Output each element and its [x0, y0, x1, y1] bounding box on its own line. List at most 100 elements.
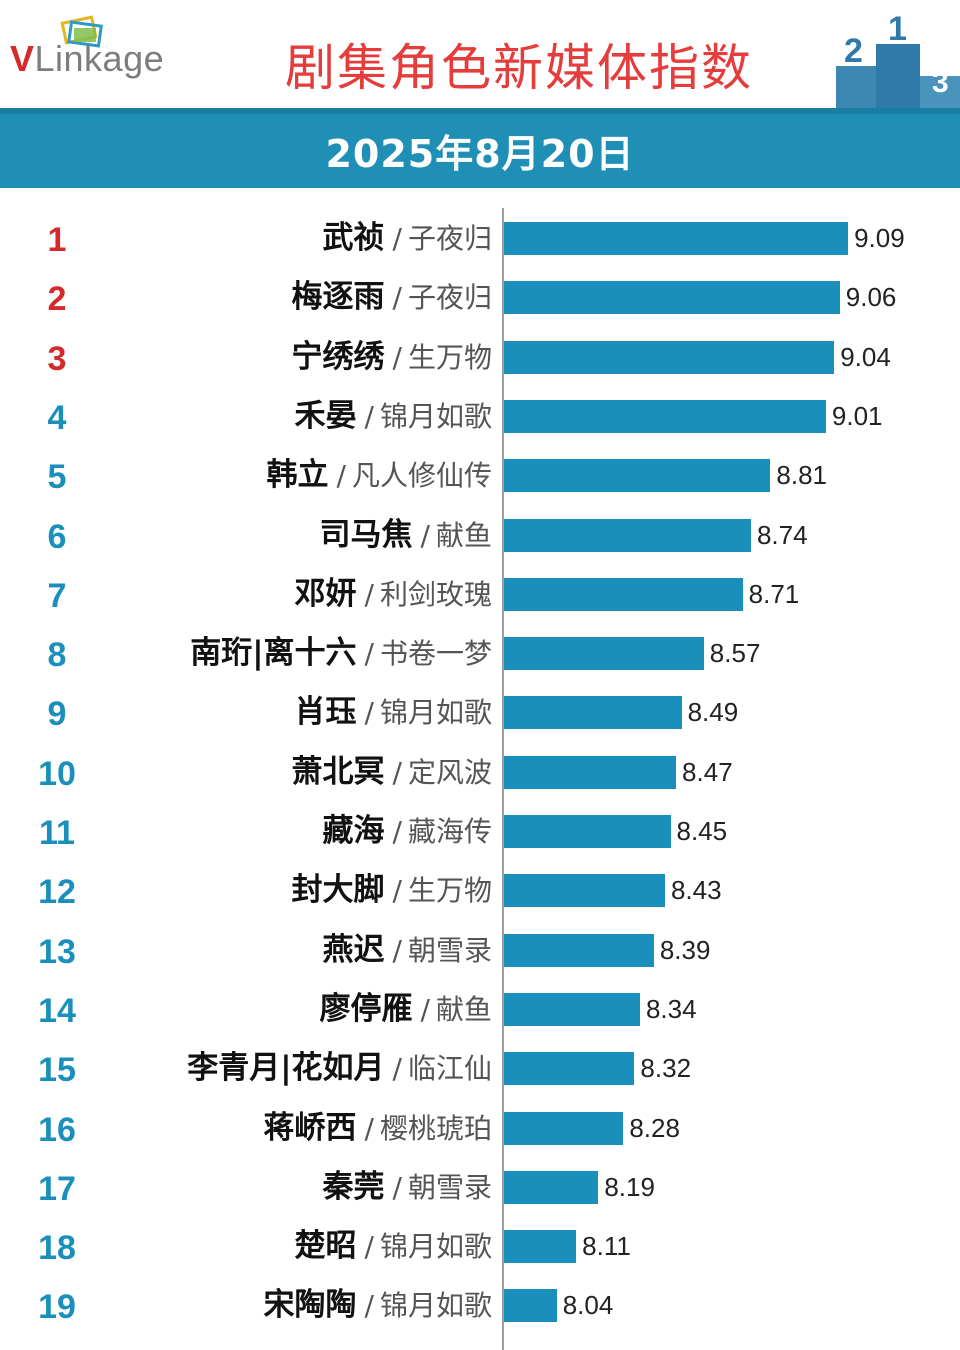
separator: /: [364, 1111, 374, 1145]
character-name: 武祯: [322, 220, 385, 256]
drama-title: 朝雪录: [407, 1170, 492, 1204]
value-label: 8.45: [676, 816, 728, 846]
value-label: 8.34: [645, 993, 697, 1024]
value-label: 8.81: [776, 460, 827, 491]
rank-label: 7: [47, 576, 67, 615]
separator: /: [392, 1052, 402, 1086]
podium-label-3: 3: [932, 66, 949, 99]
value-label: 8.71: [748, 578, 800, 609]
rank-label: 15: [38, 1051, 76, 1090]
chart-row: 10 萧北冥 / 定风波 8.47: [0, 742, 960, 801]
value-label: 9.06: [845, 282, 897, 313]
drama-title: 朝雪录: [407, 933, 492, 967]
chart-row: 12 封大脚 / 生万物 8.43: [0, 860, 960, 919]
rank-label: 9: [47, 695, 67, 734]
drama-title: 凡人修仙传: [351, 459, 492, 493]
brand-logo: VLinkage: [10, 38, 165, 79]
character-name: 秦莞: [322, 1168, 385, 1205]
drama-title: 锦月如歌: [379, 1289, 492, 1323]
rank-label: 13: [38, 932, 76, 971]
category-label: 封大脚 / 生万物: [292, 872, 492, 913]
bar: [504, 459, 771, 493]
rank-label: 14: [38, 991, 76, 1030]
category-label: 梅逐雨 / 子夜归: [292, 279, 492, 320]
header: VLinkage 剧集角色新媒体指数 2 1 3: [0, 0, 960, 108]
separator: /: [364, 1289, 374, 1323]
separator: /: [364, 696, 374, 730]
chart-row: 9 肖珏 / 锦月如歌 8.49: [0, 682, 960, 741]
separator: /: [336, 459, 346, 493]
rank-label: 8: [47, 636, 67, 675]
value-label: 8.39: [659, 934, 711, 965]
rank-label: 16: [38, 1110, 76, 1149]
podium-label-1: 1: [888, 14, 907, 48]
value-label: 8.04: [562, 1290, 614, 1321]
category-label: 楚昭 / 锦月如歌: [295, 1228, 492, 1269]
character-name: 藏海: [322, 813, 385, 849]
separator: /: [364, 1230, 374, 1264]
value-label: 8.49: [687, 697, 739, 728]
chart-row: 16 蒋峤西 / 樱桃琥珀 8.28: [0, 1098, 960, 1157]
rank-label: 6: [47, 517, 67, 556]
character-name: 萧北冥: [291, 753, 385, 790]
chart-row: 2 梅逐雨 / 子夜归 9.06: [0, 267, 960, 326]
drama-title: 利剑玫瑰: [379, 577, 492, 611]
chart-row: 14 廖停雁 / 献鱼 8.34: [0, 979, 960, 1038]
separator: /: [392, 933, 402, 967]
separator: /: [420, 992, 430, 1026]
page-title: 剧集角色新媒体指数: [285, 39, 753, 97]
separator: /: [392, 281, 402, 315]
character-name: 肖珏: [294, 694, 357, 731]
bar: [504, 1230, 577, 1264]
rank-label: 19: [38, 1288, 76, 1327]
bar: [504, 1111, 624, 1145]
category-label: 肖珏 / 锦月如歌: [295, 694, 492, 735]
rank-label: 5: [47, 458, 67, 497]
drama-title: 锦月如歌: [379, 399, 492, 433]
drama-title: 定风波: [407, 755, 492, 789]
category-label: 蒋峤西 / 樱桃琥珀: [264, 1110, 492, 1151]
rank-label: 10: [38, 754, 76, 793]
chart-row: 13 燕迟 / 朝雪录 8.39: [0, 920, 960, 979]
value-label: 8.74: [756, 519, 808, 550]
value-label: 9.01: [831, 400, 883, 431]
category-label: 邓妍 / 利剑玫瑰: [295, 576, 492, 617]
character-name: 李青月|花如月: [187, 1050, 385, 1087]
bar: [504, 755, 677, 789]
drama-title: 生万物: [407, 340, 492, 374]
rank-label: 3: [47, 339, 67, 378]
bar: [504, 281, 840, 315]
category-label: 秦莞 / 朝雪录: [323, 1169, 492, 1210]
chart-row: 5 韩立 / 凡人修仙传 8.81: [0, 445, 960, 504]
chart-row: 3 宁绣绣 / 生万物 9.04: [0, 327, 960, 386]
chart-row: 6 司马焦 / 献鱼 8.74: [0, 505, 960, 564]
separator: /: [364, 577, 374, 611]
bar: [504, 518, 751, 552]
character-name: 蒋峤西: [263, 1109, 357, 1146]
bar: [504, 399, 826, 433]
rank-label: 18: [38, 1229, 76, 1268]
rank-label: 2: [47, 280, 67, 319]
value-label: 8.19: [604, 1171, 655, 1202]
bar: [504, 1289, 557, 1323]
bar: [504, 1170, 599, 1204]
chart-row: 18 楚昭 / 锦月如歌 8.11: [0, 1216, 960, 1275]
bar: [504, 992, 640, 1026]
separator: /: [364, 637, 374, 671]
bar: [504, 933, 654, 967]
category-label: 南珩|离十六 / 书卷一梦: [190, 635, 492, 676]
podium-label-2: 2: [844, 32, 863, 70]
value-label: 9.04: [840, 341, 891, 372]
date-label: 2025年8月20日: [325, 132, 635, 176]
bar: [504, 815, 671, 848]
axis-line: [502, 208, 504, 1350]
category-label: 李青月|花如月 / 临江仙: [187, 1050, 492, 1091]
bar: [504, 696, 682, 730]
category-label: 司马焦 / 献鱼: [320, 517, 492, 558]
category-label: 燕迟 / 朝雪录: [323, 932, 492, 973]
value-label: 9.09: [854, 223, 905, 253]
value-label: 8.32: [640, 1053, 692, 1084]
chart-row: 7 邓妍 / 利剑玫瑰 8.71: [0, 564, 960, 623]
category-label: 宋陶陶 / 锦月如歌: [264, 1287, 492, 1328]
separator: /: [392, 222, 402, 255]
